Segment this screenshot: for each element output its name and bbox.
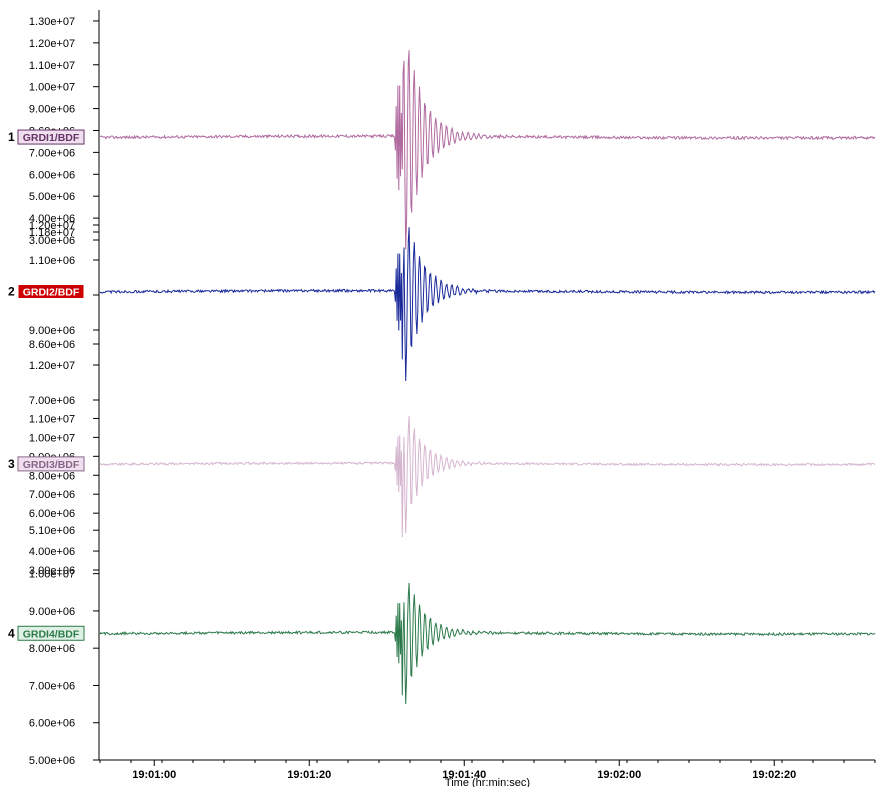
svg-text:5.00e+06: 5.00e+06: [29, 755, 75, 767]
svg-text:8.60e+06: 8.60e+06: [29, 339, 75, 351]
svg-text:19:01:00: 19:01:00: [132, 769, 176, 781]
svg-text:19:02:20: 19:02:20: [752, 769, 796, 781]
svg-text:GRDI4/BDF: GRDI4/BDF: [23, 628, 80, 640]
svg-text:GRDI2/BDF: GRDI2/BDF: [23, 287, 80, 299]
svg-text:1: 1: [8, 130, 15, 144]
svg-text:2: 2: [8, 285, 15, 299]
svg-text:GRDI1/BDF: GRDI1/BDF: [23, 132, 80, 144]
svg-text:1.10e+07: 1.10e+07: [29, 413, 75, 425]
svg-text:8.00e+06: 8.00e+06: [29, 470, 75, 482]
svg-text:7.00e+06: 7.00e+06: [29, 395, 75, 407]
svg-text:7.00e+06: 7.00e+06: [29, 680, 75, 692]
xaxis-label: Time (hr:min:sec): [445, 777, 530, 787]
svg-text:GRDI3/BDF: GRDI3/BDF: [23, 459, 80, 471]
svg-text:1.10e+07: 1.10e+07: [29, 60, 75, 72]
svg-text:1.20e+07: 1.20e+07: [29, 360, 75, 372]
svg-text:1.20e+07: 1.20e+07: [29, 38, 75, 50]
svg-text:4: 4: [8, 626, 15, 640]
svg-text:6.00e+06: 6.00e+06: [29, 718, 75, 730]
svg-text:7.00e+06: 7.00e+06: [29, 147, 75, 159]
svg-text:4.00e+06: 4.00e+06: [29, 546, 75, 558]
svg-text:6.00e+06: 6.00e+06: [29, 508, 75, 520]
svg-text:1.10e+06: 1.10e+06: [29, 255, 75, 267]
svg-text:9.00e+06: 9.00e+06: [29, 606, 75, 618]
svg-text:9.00e+06: 9.00e+06: [29, 104, 75, 116]
svg-text:9.00e+06: 9.00e+06: [29, 325, 75, 337]
svg-text:3: 3: [8, 457, 15, 471]
svg-text:1.00e+07: 1.00e+07: [29, 432, 75, 444]
svg-text:8.00e+06: 8.00e+06: [29, 643, 75, 655]
svg-text:7.00e+06: 7.00e+06: [29, 489, 75, 501]
seismogram-chart: 1.30e+07 1.20e+07 1.10e+07 1.00e+07 9.00e+06…: [0, 0, 885, 787]
svg-text:19:01:20: 19:01:20: [287, 769, 331, 781]
svg-text:1.00e+07: 1.00e+07: [29, 82, 75, 94]
svg-text:1.00e+07: 1.00e+07: [29, 569, 75, 581]
svg-text:5.10e+06: 5.10e+06: [29, 525, 75, 537]
svg-text:19:02:00: 19:02:00: [597, 769, 641, 781]
svg-text:1.18e+07: 1.18e+07: [29, 227, 75, 239]
svg-text:5.00e+06: 5.00e+06: [29, 191, 75, 203]
svg-text:6.00e+06: 6.00e+06: [29, 169, 75, 181]
svg-text:1.30e+07: 1.30e+07: [29, 16, 75, 28]
